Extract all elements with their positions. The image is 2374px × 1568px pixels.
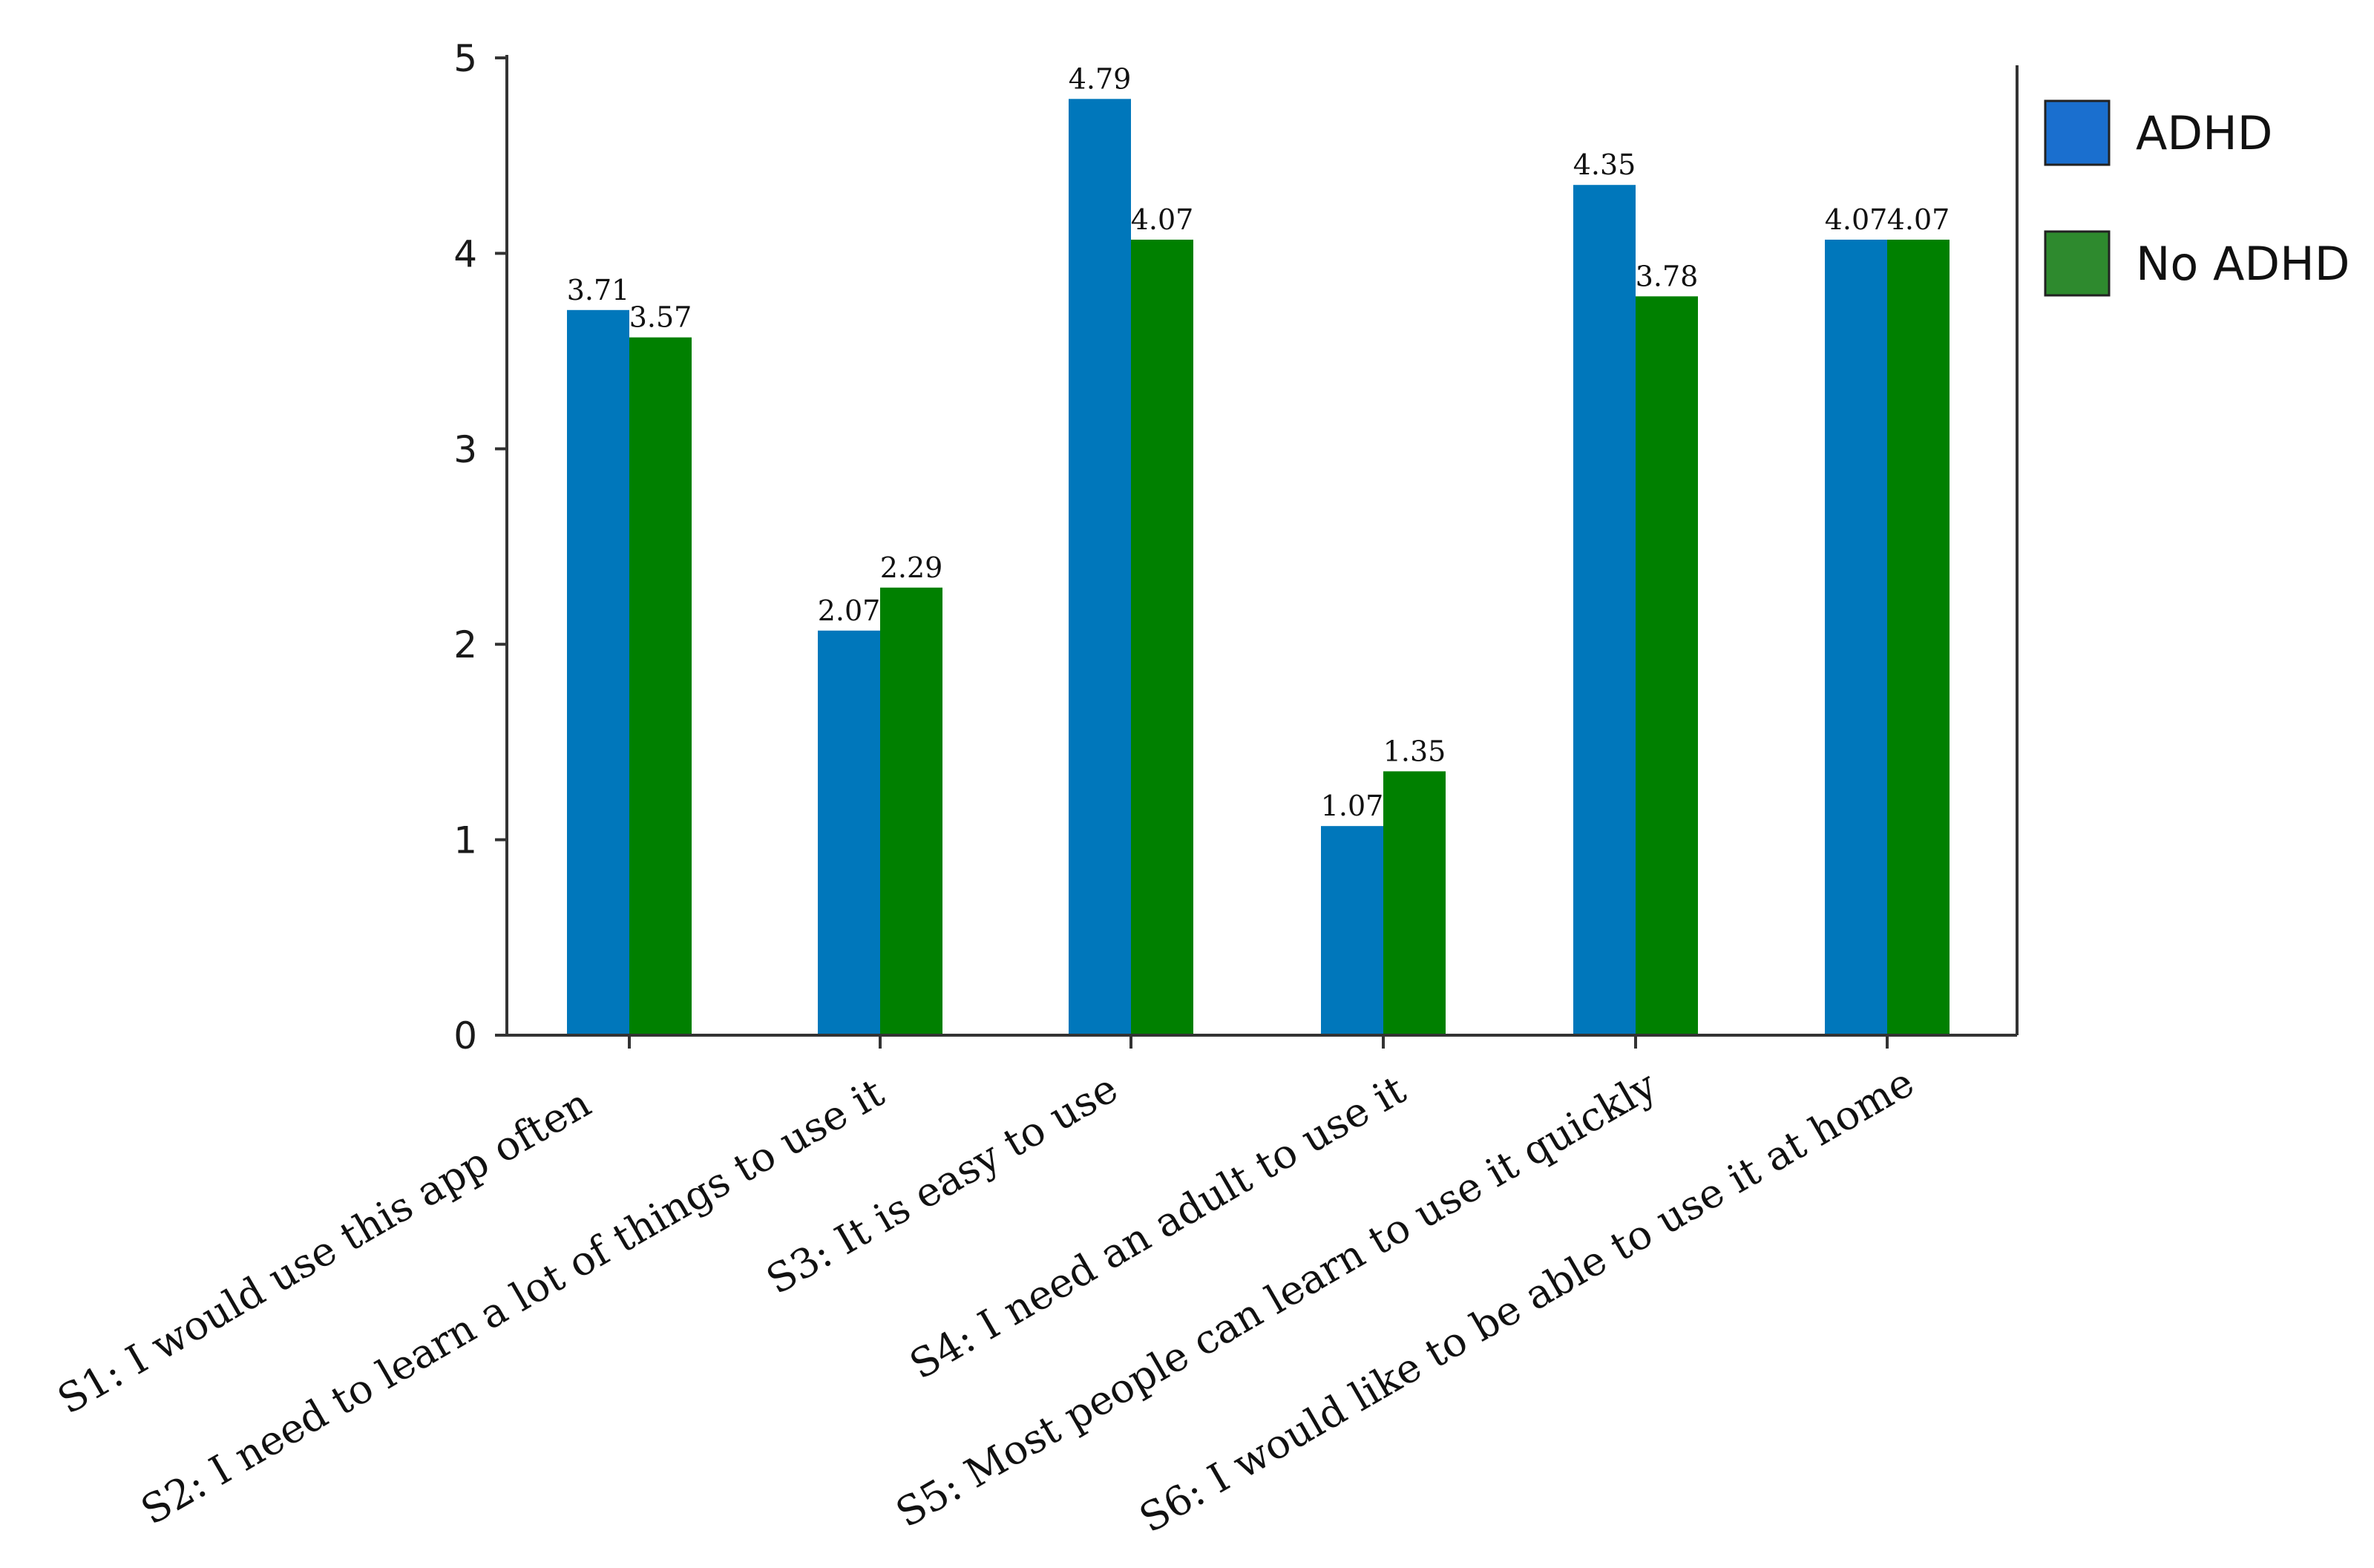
legend-label-no-adhd: No ADHD: [2136, 237, 2350, 291]
data-label-no-adhd-5: 3.78: [1636, 260, 1699, 292]
y-tick-label-2: 2: [453, 623, 477, 666]
bar-no-adhd-3: [1131, 239, 1193, 1035]
data-label-no-adhd-3: 4.07: [1131, 203, 1194, 236]
data-label-adhd-4: 1.07: [1321, 790, 1384, 822]
legend-label-adhd: ADHD: [2136, 106, 2273, 160]
bar-no-adhd-6: [1887, 239, 1950, 1035]
bar-no-adhd-2: [880, 587, 942, 1035]
bar-no-adhd-5: [1636, 296, 1698, 1035]
data-label-adhd-6: 4.07: [1825, 203, 1888, 236]
bar-adhd-5: [1573, 185, 1636, 1036]
y-tick-label-4: 4: [453, 232, 477, 275]
y-tick-label-0: 0: [453, 1014, 477, 1057]
data-label-adhd-3: 4.79: [1069, 62, 1132, 95]
data-label-no-adhd-6: 4.07: [1887, 203, 1950, 236]
bar-adhd-1: [567, 309, 629, 1035]
data-label-adhd-2: 2.07: [818, 594, 881, 627]
data-label-adhd-1: 3.71: [567, 274, 630, 306]
y-tick-label-3: 3: [453, 428, 477, 471]
data-label-no-adhd-2: 2.29: [880, 551, 943, 584]
bar-no-adhd-4: [1383, 771, 1446, 1035]
data-label-no-adhd-1: 3.57: [629, 301, 692, 334]
y-tick-label-1: 1: [453, 819, 477, 862]
bar-adhd-6: [1825, 239, 1887, 1035]
bar-adhd-2: [818, 630, 880, 1035]
legend-swatch-no-adhd: [2044, 230, 2111, 297]
data-label-adhd-5: 4.35: [1573, 148, 1636, 181]
bar-no-adhd-1: [629, 337, 692, 1035]
x-category-label-1: S1: I would use this app often: [50, 1080, 598, 1423]
data-label-no-adhd-4: 1.35: [1383, 735, 1446, 767]
bar-adhd-3: [1069, 99, 1131, 1036]
y-tick-label-5: 5: [453, 37, 477, 80]
bar-adhd-4: [1321, 826, 1383, 1035]
legend-swatch-adhd: [2044, 99, 2111, 166]
